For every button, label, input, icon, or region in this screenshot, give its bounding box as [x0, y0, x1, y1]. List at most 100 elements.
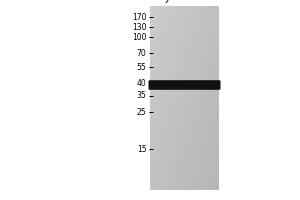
Text: 15: 15: [137, 144, 146, 154]
Bar: [150, 82, 219, 84]
Bar: [150, 181, 219, 183]
Bar: [162, 6, 164, 190]
Bar: [176, 6, 178, 190]
Bar: [150, 80, 219, 82]
Bar: [150, 123, 219, 126]
Bar: [150, 160, 219, 162]
Bar: [150, 132, 219, 135]
Bar: [150, 153, 219, 156]
Bar: [181, 6, 183, 190]
Bar: [152, 6, 153, 190]
Bar: [150, 45, 219, 47]
Bar: [214, 6, 215, 190]
FancyBboxPatch shape: [148, 80, 220, 90]
Bar: [150, 6, 152, 190]
Bar: [150, 13, 219, 15]
Bar: [150, 137, 219, 139]
Bar: [159, 6, 160, 190]
Bar: [150, 50, 219, 52]
Bar: [155, 6, 157, 190]
Text: 70: 70: [137, 48, 146, 58]
Bar: [150, 86, 219, 89]
Bar: [207, 6, 209, 190]
Bar: [215, 6, 217, 190]
Bar: [150, 116, 219, 119]
Bar: [150, 64, 219, 66]
Bar: [150, 156, 219, 158]
Text: 25: 25: [137, 108, 146, 116]
Bar: [150, 84, 219, 86]
Bar: [193, 6, 195, 190]
Text: 170: 170: [132, 12, 146, 21]
Bar: [150, 172, 219, 174]
Bar: [150, 151, 219, 153]
Bar: [150, 11, 219, 13]
Bar: [150, 169, 219, 172]
Bar: [217, 6, 219, 190]
Bar: [188, 6, 190, 190]
Bar: [150, 112, 219, 114]
Bar: [150, 18, 219, 20]
Bar: [150, 36, 219, 38]
Bar: [184, 6, 186, 190]
Bar: [150, 119, 219, 121]
Bar: [150, 89, 219, 91]
Bar: [171, 6, 172, 190]
Bar: [150, 20, 219, 22]
Bar: [150, 183, 219, 185]
Bar: [196, 6, 198, 190]
Bar: [167, 6, 169, 190]
Text: 130: 130: [132, 22, 146, 31]
Bar: [150, 6, 219, 8]
Bar: [200, 6, 202, 190]
Bar: [153, 6, 155, 190]
Bar: [150, 29, 219, 31]
Bar: [150, 165, 219, 167]
Bar: [150, 162, 219, 165]
Bar: [150, 100, 219, 103]
Bar: [150, 40, 219, 43]
Bar: [150, 105, 219, 107]
Bar: [150, 59, 219, 61]
Bar: [178, 6, 179, 190]
Bar: [209, 6, 210, 190]
Bar: [210, 6, 212, 190]
Bar: [150, 179, 219, 181]
Bar: [179, 6, 181, 190]
Bar: [150, 91, 219, 93]
Bar: [150, 75, 219, 77]
Bar: [157, 6, 159, 190]
Bar: [150, 22, 219, 24]
Bar: [150, 54, 219, 57]
Text: 55: 55: [137, 62, 146, 72]
Bar: [212, 6, 214, 190]
Bar: [150, 43, 219, 45]
Text: 100: 100: [132, 32, 146, 42]
Bar: [150, 103, 219, 105]
Bar: [150, 130, 219, 132]
Bar: [150, 68, 219, 70]
Bar: [150, 188, 219, 190]
Bar: [150, 66, 219, 68]
Text: 35: 35: [137, 92, 146, 100]
Bar: [150, 34, 219, 36]
Text: 3T3: 3T3: [160, 0, 180, 4]
Bar: [150, 27, 219, 29]
Bar: [150, 135, 219, 137]
Bar: [174, 6, 176, 190]
Bar: [150, 8, 219, 11]
Bar: [150, 128, 219, 130]
Bar: [190, 6, 191, 190]
Bar: [150, 70, 219, 73]
Text: 40: 40: [137, 79, 146, 88]
Bar: [150, 15, 219, 18]
Bar: [203, 6, 205, 190]
Bar: [150, 158, 219, 160]
Bar: [150, 107, 219, 110]
Bar: [150, 52, 219, 54]
Bar: [202, 6, 203, 190]
Bar: [150, 149, 219, 151]
Bar: [150, 121, 219, 123]
Bar: [195, 6, 196, 190]
Bar: [150, 176, 219, 179]
